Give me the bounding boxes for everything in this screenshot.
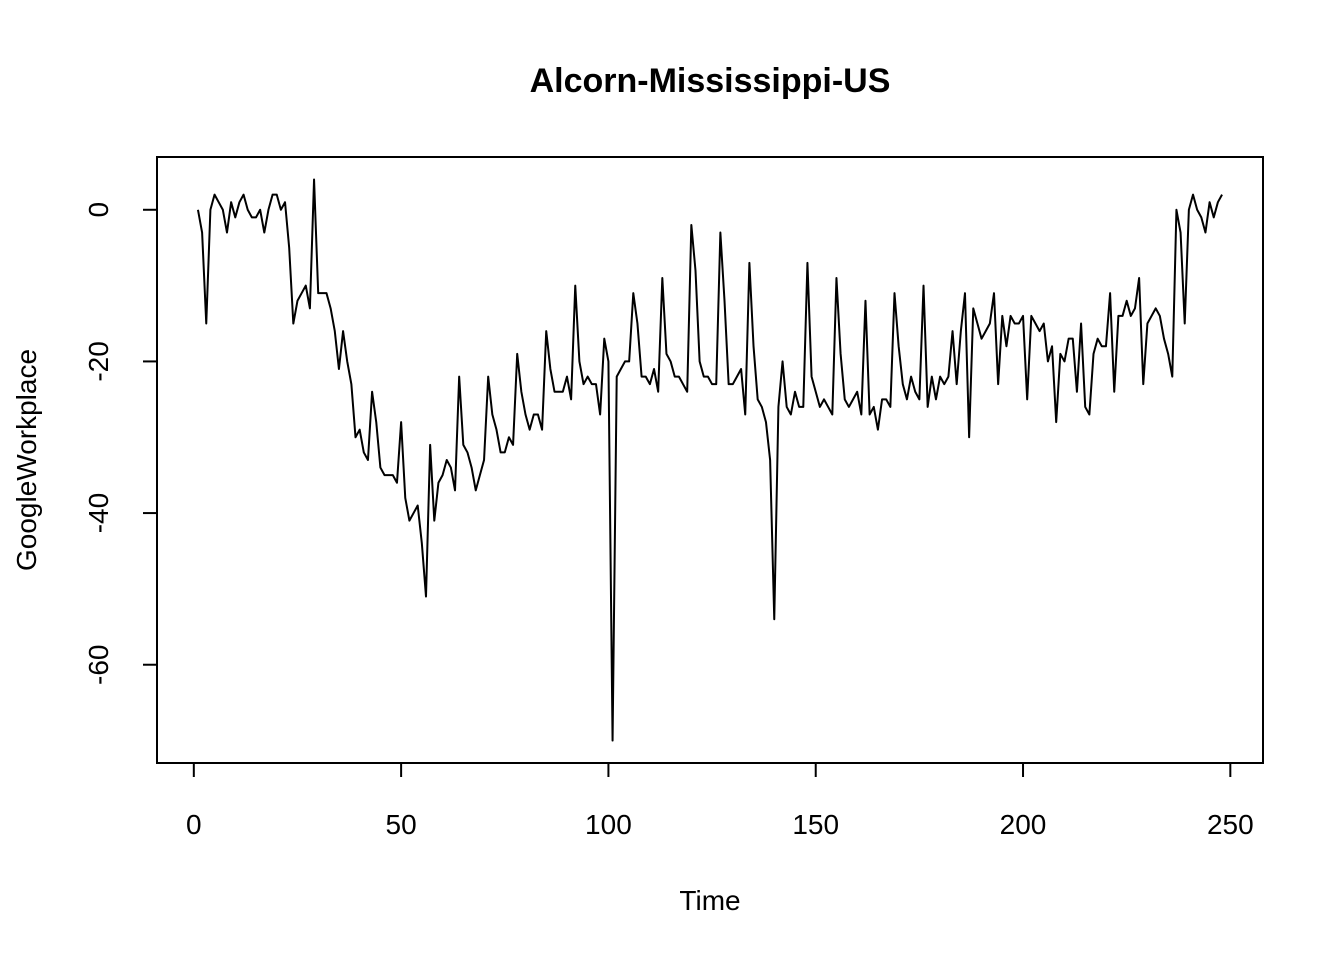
x-tick-label: 200 — [1000, 809, 1047, 840]
x-tick-label: 50 — [386, 809, 417, 840]
data-line — [196, 178, 1223, 742]
x-tick-label: 250 — [1207, 809, 1254, 840]
x-axis-label: Time — [679, 885, 740, 916]
y-tick-label: -20 — [83, 341, 114, 381]
y-tick-label: 0 — [83, 202, 114, 218]
x-tick-label: 150 — [792, 809, 839, 840]
x-tick-label: 0 — [186, 809, 202, 840]
x-tick-label: 100 — [585, 809, 632, 840]
y-tick-label: -60 — [83, 644, 114, 684]
y-tick-label: -40 — [83, 493, 114, 533]
y-axis-label: GoogleWorkplace — [11, 349, 42, 571]
chart-title: Alcorn-Mississippi-US — [530, 62, 891, 100]
